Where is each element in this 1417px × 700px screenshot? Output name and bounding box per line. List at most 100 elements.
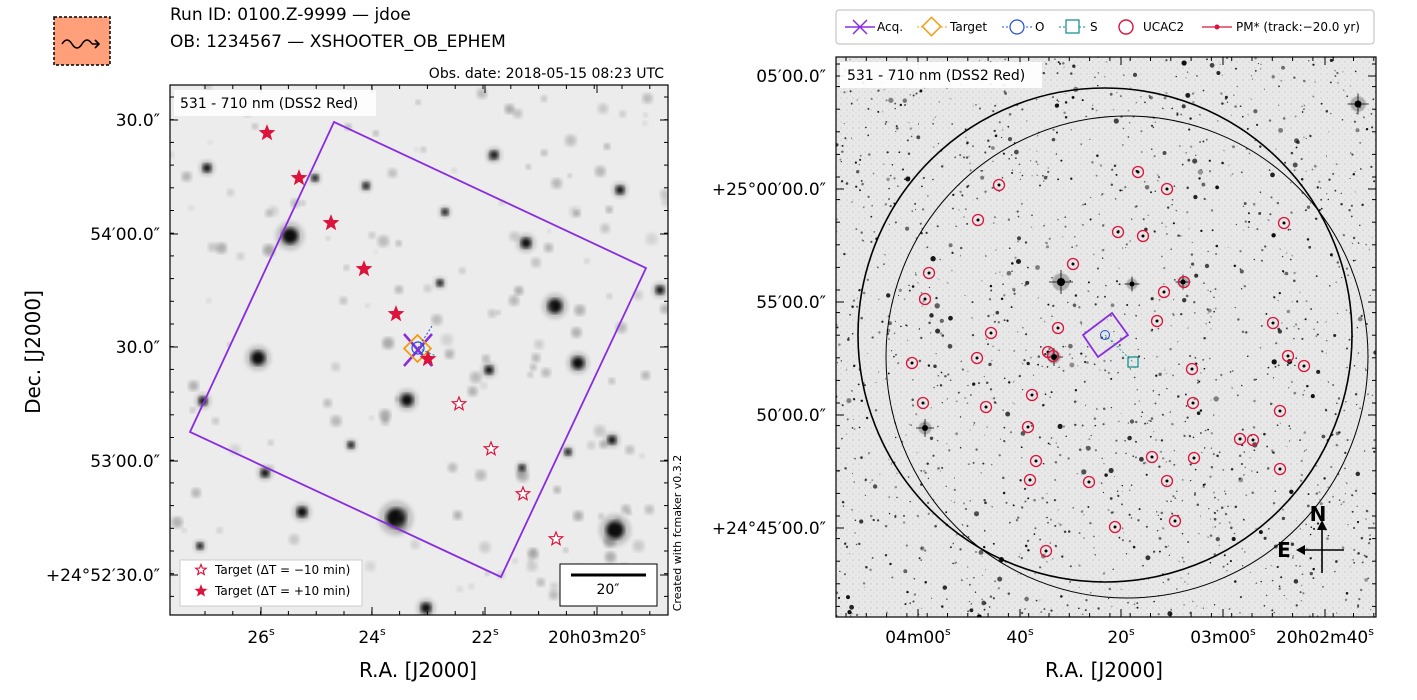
legend-target-plus: Target (ΔT = +10 min) [214, 584, 350, 598]
target-diamond-legend-icon [917, 16, 947, 37]
ucac2-circle-icon [1051, 321, 1065, 335]
left-y-tick-label: +24°52′30.0″ [46, 566, 160, 586]
ucac2-circle-icon [1023, 473, 1037, 487]
ucac2-circle-icon [1185, 362, 1199, 376]
ucac2-circle-icon [1082, 475, 1096, 489]
run-id-text: Run ID: 0100.Z-9999 — jdoe [170, 5, 411, 25]
field-circle-outer [857, 87, 1353, 583]
ucac2-circle-icon [1025, 388, 1039, 402]
right-y-tick-label: +25°00′00.0″ [712, 180, 826, 200]
ucac2-circle-icon [1277, 216, 1291, 230]
left-star-field [170, 85, 668, 615]
ucac2-circle-icon [1150, 314, 1164, 328]
north-arrow-icon [1317, 520, 1327, 530]
open-star-icon [450, 395, 468, 412]
filled-star-icon [194, 584, 208, 597]
compass-east-label: E [1277, 538, 1291, 562]
open-star-icon [482, 440, 500, 457]
ucac2-circle-icon [1157, 285, 1171, 299]
right-y-tick-label: 50′00.0″ [756, 406, 826, 426]
right-finding-chart: 531 - 710 nm (DSS2 Red) N E Acq. Target [712, 9, 1377, 682]
left-x-tick-label: 20h03m20s [548, 625, 646, 648]
left-y-tick-label: 30.0″ [116, 111, 160, 131]
right-acquisition-box [1081, 311, 1130, 359]
target-track-stars [258, 124, 565, 547]
ucac2-circle-icon [1046, 349, 1060, 363]
left-y-tick-labels: 30.0″ 54′00.0″ 30.0″ 53′00.0″ +24°52′30.0″ [46, 111, 160, 586]
filled-star-icon [419, 350, 437, 367]
ucac2-markers [905, 165, 1311, 558]
ucac2-circle-icon [1273, 404, 1287, 418]
right-y-tick-label: +24°45′00.0″ [712, 519, 826, 539]
legend-acq: Acq. [877, 20, 903, 34]
right-x-tick-label: 04m00s [885, 625, 951, 648]
legend-target-minus: Target (ΔT = −10 min) [214, 563, 350, 577]
right-band-label: 531 - 710 nm (DSS2 Red) [847, 68, 1025, 84]
left-band-label: 531 - 710 nm (DSS2 Red) [180, 96, 358, 112]
ucac2-circle-icon [1066, 257, 1080, 271]
ucac2-circle-icon [918, 292, 932, 306]
left-x-tick-label: 24s [358, 625, 386, 648]
left-y-axis-label: Dec. [J2000] [21, 290, 45, 414]
ucac2-circle-icon [1111, 225, 1125, 239]
right-y-tick-labels: 05′00.0″ +25°00′00.0″ 55′00.0″ 50′00.0″ +24°… [712, 67, 826, 539]
open-star-icon [514, 485, 532, 502]
scale-bar: 20″ [559, 563, 658, 607]
ucac2-circle-icon [984, 326, 998, 340]
right-x-tick-label: 40s [1006, 625, 1034, 648]
sky-s-marker [1127, 356, 1139, 368]
left-y-tick-label: 54′00.0″ [90, 225, 160, 245]
ucac2-circle-icon [1160, 182, 1174, 196]
ucac2-circle-icon [971, 213, 985, 227]
ucac2-circle-icon [1177, 275, 1191, 289]
ucac2-circle-icon [1168, 514, 1182, 528]
filled-star-icon [258, 124, 276, 141]
filled-star-icon [322, 214, 340, 231]
ucac2-circle-icon [905, 356, 919, 370]
scale-bar-label: 20″ [596, 582, 619, 598]
ucac2-circle-icon [1297, 359, 1311, 373]
right-x-tick-labels: 04m00s 40s 20s 03m00s 20h02m40s [885, 625, 1374, 648]
acq-legend-icon [845, 19, 875, 35]
ucac2-circle-icon [1039, 544, 1053, 558]
left-x-tick-label: 22s [471, 625, 499, 648]
left-axis-ticks [170, 85, 668, 615]
open-star-icon [547, 530, 565, 547]
ucac2-legend-icon [1118, 19, 1134, 35]
compass-north-label: N [1310, 502, 1327, 526]
legend-pm: PM* (track:−20.0 yr) [1236, 20, 1360, 34]
legend-o: O [1035, 20, 1044, 34]
ucac2-circle-icon [1108, 520, 1122, 534]
ucac2-circle-icon [1266, 316, 1280, 330]
acquisition-field-box [188, 120, 648, 579]
left-y-tick-label: 30.0″ [116, 338, 160, 358]
o-circle-legend-icon [1002, 19, 1032, 35]
ucac2-circle-icon [1131, 165, 1145, 179]
left-finding-chart: 531 - 710 nm (DSS2 Red) Target (ΔT = −10… [21, 84, 684, 682]
ucac2-circle-icon [922, 266, 936, 280]
ucac2-circle-icon [1145, 450, 1159, 464]
ucac2-circle-icon [970, 351, 984, 365]
filled-star-icon [355, 260, 373, 277]
right-legend: Acq. Target O S UCAC2 PM* (track:−2 [835, 9, 1375, 45]
ucac2-circle-icon [1233, 432, 1247, 446]
ucac2-circle-icon [1021, 420, 1035, 434]
right-y-tick-label: 05′00.0″ [756, 67, 826, 87]
right-y-tick-label: 55′00.0″ [756, 293, 826, 313]
ucac2-circle-icon [1186, 396, 1200, 410]
obs-date-text: Obs. date: 2018-05-15 08:23 UTC [429, 66, 664, 82]
ucac2-circle-icon [1187, 451, 1201, 465]
ucac2-circle-icon [1029, 454, 1043, 468]
pm-track-legend-icon [1202, 24, 1232, 30]
ob-text: OB: 1234567 — XSHOOTER_OB_EPHEM [170, 32, 506, 52]
left-legend: Target (ΔT = −10 min) Target (ΔT = +10 m… [179, 559, 363, 607]
filled-star-icon [290, 169, 308, 186]
right-x-tick-label: 03m00s [1190, 625, 1256, 648]
open-star-icon [194, 562, 208, 576]
right-axis-ticks [836, 57, 1376, 617]
ucac2-circle-icon [979, 400, 993, 414]
ucac2-circle-icon [1160, 474, 1174, 488]
ucac2-circle-icon [1136, 229, 1150, 243]
legend-s: S [1090, 20, 1098, 34]
